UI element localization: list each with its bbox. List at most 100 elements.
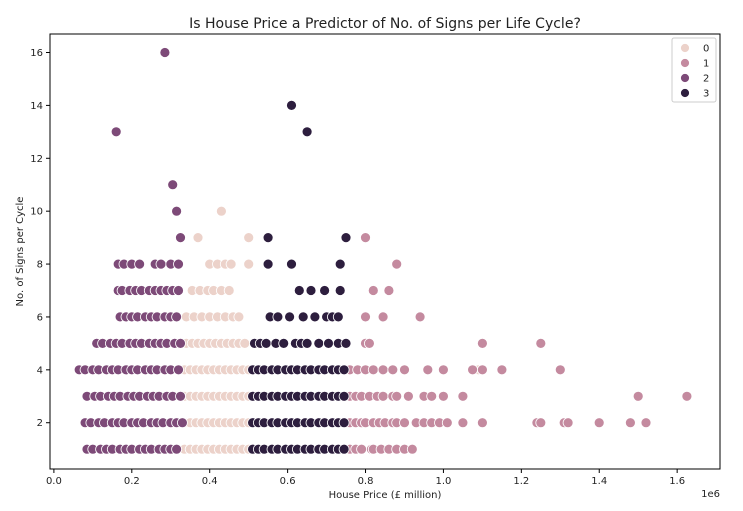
x-axis-offset-label: 1e6 <box>701 489 720 500</box>
point-series-1-62 <box>640 417 652 429</box>
point-series-3-3 <box>340 232 352 244</box>
point-series-1-10 <box>535 337 547 349</box>
point-series-1-65 <box>356 443 368 455</box>
point-series-0-7 <box>243 258 255 270</box>
legend: 0 1 2 3 <box>671 37 717 103</box>
scatter-points <box>73 47 693 455</box>
legend-box <box>671 37 717 103</box>
point-series-1-59 <box>562 417 574 429</box>
point-series-1-22 <box>496 364 508 376</box>
y-tick-label: 10 <box>30 207 43 218</box>
x-tick-label: 1.2 <box>513 476 529 487</box>
point-series-3-1 <box>301 126 313 138</box>
point-series-2-109 <box>171 443 183 455</box>
point-series-1-18 <box>422 364 434 376</box>
y-tick-label: 14 <box>30 101 43 112</box>
legend-label-1: 1 <box>703 59 709 70</box>
point-series-1-1 <box>391 258 403 270</box>
point-series-0-0 <box>215 205 227 217</box>
point-series-3-13 <box>284 311 296 323</box>
point-series-3-27 <box>313 337 325 349</box>
point-series-1-37 <box>632 390 644 402</box>
point-series-3-23 <box>278 337 290 349</box>
point-series-1-38 <box>681 390 693 402</box>
point-series-1-60 <box>593 417 605 429</box>
point-series-1-31 <box>391 390 403 402</box>
point-series-3-6 <box>334 258 346 270</box>
point-series-3-26 <box>301 337 313 349</box>
point-series-3-12 <box>272 311 284 323</box>
plot-frame <box>49 33 721 470</box>
point-series-1-32 <box>402 390 414 402</box>
point-series-1-57 <box>535 417 547 429</box>
point-series-2-1 <box>110 126 122 138</box>
point-series-1-29 <box>377 390 389 402</box>
point-series-0-21 <box>233 311 245 323</box>
x-tick-label: 0.6 <box>280 476 296 487</box>
y-tick-label: 2 <box>37 418 43 429</box>
point-series-2-47 <box>175 337 186 349</box>
y-axis-ticks: 2 4 6 8 10 12 14 16 <box>30 48 50 429</box>
point-series-3-0 <box>286 100 297 111</box>
point-series-2-2 <box>167 179 179 191</box>
point-series-3-7 <box>293 285 305 296</box>
point-series-3-15 <box>309 311 321 323</box>
point-series-2-0 <box>159 47 171 58</box>
point-series-3-90 <box>338 443 350 455</box>
point-series-2-23 <box>173 285 184 296</box>
point-series-0-6 <box>225 258 237 270</box>
x-tick-label: 1.6 <box>669 476 685 487</box>
point-series-2-63 <box>173 364 184 376</box>
point-series-3-2 <box>262 232 274 244</box>
point-series-1-16 <box>387 364 399 376</box>
point-series-3-9 <box>319 285 331 296</box>
point-series-1-4 <box>360 311 371 323</box>
x-axis-label: House Price (£ million) <box>329 490 442 501</box>
y-tick-label: 12 <box>30 154 43 165</box>
legend-marker-3 <box>680 88 690 98</box>
x-tick-label: 0.0 <box>46 476 62 487</box>
point-series-3-18 <box>332 311 344 323</box>
point-series-0-32 <box>239 337 251 349</box>
y-tick-label: 4 <box>37 365 43 376</box>
point-series-1-35 <box>437 390 449 402</box>
point-series-1-61 <box>625 417 636 429</box>
point-series-3-4 <box>262 258 274 270</box>
point-series-1-2 <box>367 285 379 296</box>
point-series-1-36 <box>457 390 469 402</box>
point-series-3-10 <box>334 285 346 296</box>
x-tick-label: 1.0 <box>435 476 451 487</box>
y-tick-label: 16 <box>30 48 43 59</box>
point-series-2-3 <box>171 205 183 217</box>
point-series-3-60 <box>338 390 350 402</box>
legend-label-3: 3 <box>703 89 709 100</box>
point-series-1-6 <box>414 311 426 323</box>
point-series-1-72 <box>406 443 418 455</box>
point-series-3-45 <box>338 364 350 376</box>
x-tick-label: 0.8 <box>358 476 374 487</box>
x-axis-ticks: 0.0 0.2 0.4 0.6 0.8 1.0 1.2 1.4 1.6 <box>46 469 685 487</box>
legend-marker-0 <box>680 43 690 53</box>
point-series-3-30 <box>340 337 352 349</box>
legend-label-0: 0 <box>703 44 709 55</box>
legend-label-2: 2 <box>703 74 709 85</box>
point-series-1-23 <box>554 364 566 376</box>
point-series-3-75 <box>338 417 350 429</box>
x-tick-label: 0.4 <box>202 476 218 487</box>
point-series-1-3 <box>383 285 395 296</box>
point-series-2-94 <box>176 417 188 429</box>
point-series-1-55 <box>476 417 488 429</box>
point-series-3-8 <box>305 285 317 296</box>
point-series-1-34 <box>426 390 438 402</box>
y-tick-label: 8 <box>37 260 43 271</box>
point-series-2-10 <box>155 258 167 270</box>
x-tick-label: 0.2 <box>124 476 140 487</box>
point-series-1-5 <box>377 311 389 323</box>
chart-title: Is House Price a Predictor of No. of Sig… <box>189 16 581 32</box>
point-series-3-5 <box>286 258 297 270</box>
point-series-1-17 <box>399 364 410 376</box>
point-series-2-8 <box>134 258 146 270</box>
point-series-1-20 <box>467 364 479 376</box>
point-series-2-12 <box>173 258 184 270</box>
